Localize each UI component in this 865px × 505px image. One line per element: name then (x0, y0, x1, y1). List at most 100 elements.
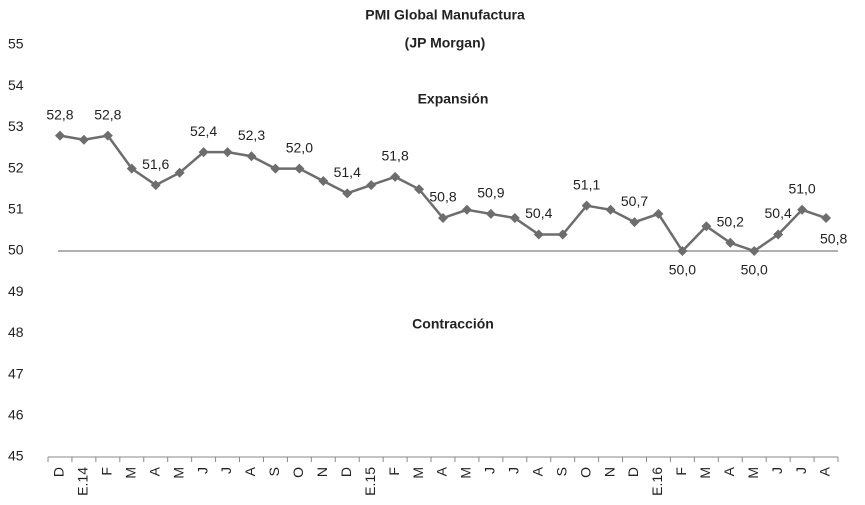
data-label: 52,3 (238, 127, 265, 143)
y-tick-label: 45 (8, 448, 24, 464)
marker (581, 200, 592, 211)
data-label: 50,7 (621, 193, 648, 209)
marker (749, 246, 760, 256)
data-label: 51,8 (381, 148, 408, 164)
chart-subtitle: (JP Morgan) (405, 35, 486, 51)
x-tick-label: D (625, 467, 641, 477)
x-tick-label: S (266, 467, 282, 476)
data-label: 50,0 (741, 262, 768, 278)
data-label: 52,0 (286, 139, 313, 155)
x-tick-label: M (697, 467, 713, 479)
marker (677, 246, 688, 256)
y-tick-label: 50 (8, 242, 24, 258)
y-tick-label: 53 (8, 118, 24, 134)
x-tick-label: E.14 (75, 467, 91, 496)
marker (414, 184, 425, 195)
data-label: 50,4 (765, 205, 792, 221)
data-label: 52,8 (94, 106, 121, 122)
y-tick-label: 54 (8, 77, 24, 93)
x-tick-label: M (458, 467, 474, 479)
x-tick-label: A (529, 466, 545, 476)
x-tick-label: M (745, 467, 761, 479)
marker (150, 180, 161, 191)
x-tick-label: F (673, 467, 689, 476)
marker (533, 229, 544, 240)
x-tick-label: J (506, 467, 522, 474)
y-tick-label: 52 (8, 159, 24, 175)
marker (629, 217, 640, 228)
marker (54, 130, 65, 141)
x-tick-label: F (386, 467, 402, 476)
marker (126, 163, 137, 174)
x-tick-label: A (817, 466, 833, 476)
data-label: 52,4 (190, 123, 217, 139)
x-tick-label: J (769, 467, 785, 474)
marker (509, 213, 520, 224)
marker (438, 213, 448, 224)
x-tick-label: J (218, 467, 234, 474)
x-tick-label: D (51, 467, 67, 477)
y-tick-label: 47 (8, 365, 24, 381)
marker (605, 204, 616, 215)
marker (222, 147, 233, 158)
x-tick-label: A (434, 466, 450, 476)
marker (342, 188, 353, 199)
marker (653, 208, 664, 219)
y-tick-label: 49 (8, 283, 24, 299)
y-tick-label: 51 (8, 201, 24, 217)
data-label: 50,8 (429, 189, 456, 205)
x-tick-label: D (338, 467, 354, 477)
data-label: 51,1 (573, 176, 600, 192)
x-tick-label: J (482, 467, 498, 474)
x-tick-label: A (242, 466, 258, 476)
marker (78, 134, 89, 145)
marker (485, 208, 496, 219)
x-tick-label: J (194, 467, 210, 474)
x-tick-label: N (314, 467, 330, 477)
x-tick-label: O (290, 467, 306, 478)
marker (294, 163, 305, 174)
x-tick-label: A (146, 466, 162, 476)
data-label: 51,4 (334, 164, 361, 180)
x-tick-label: A (721, 466, 737, 476)
marker (390, 171, 401, 182)
x-tick-label: M (122, 467, 138, 479)
y-tick-label: 46 (8, 407, 24, 423)
y-tick-label: 55 (8, 36, 24, 52)
annotation: Expansión (418, 91, 489, 107)
marker (102, 130, 113, 141)
data-label: 50,2 (717, 213, 744, 229)
annotation: Contracción (412, 316, 494, 332)
data-label: 51,0 (788, 181, 815, 197)
marker (366, 180, 377, 191)
marker (246, 151, 257, 162)
marker (773, 229, 784, 240)
y-tick-label: 48 (8, 324, 24, 340)
x-tick-label: O (577, 467, 593, 478)
data-label: 52,8 (46, 106, 73, 122)
marker (174, 167, 185, 178)
marker (797, 204, 808, 215)
marker (461, 204, 472, 215)
data-label: 50,9 (477, 185, 504, 201)
x-tick-label: N (601, 467, 617, 477)
marker (701, 221, 712, 232)
marker (725, 237, 736, 248)
data-label: 51,6 (142, 156, 169, 172)
x-tick-label: J (793, 467, 809, 474)
data-label: 50,8 (820, 231, 847, 247)
x-tick-label: E.15 (362, 467, 378, 496)
marker (318, 175, 329, 186)
data-label: 50,4 (525, 205, 552, 221)
x-tick-label: M (410, 467, 426, 479)
x-tick-label: M (170, 467, 186, 479)
data-label: 50,0 (669, 262, 696, 278)
x-tick-label: F (99, 467, 115, 476)
x-tick-label: E.16 (649, 467, 665, 496)
marker (821, 213, 832, 224)
marker (270, 163, 281, 174)
chart-title: PMI Global Manufactura (365, 7, 525, 23)
marker (557, 229, 568, 240)
x-tick-label: S (553, 467, 569, 476)
